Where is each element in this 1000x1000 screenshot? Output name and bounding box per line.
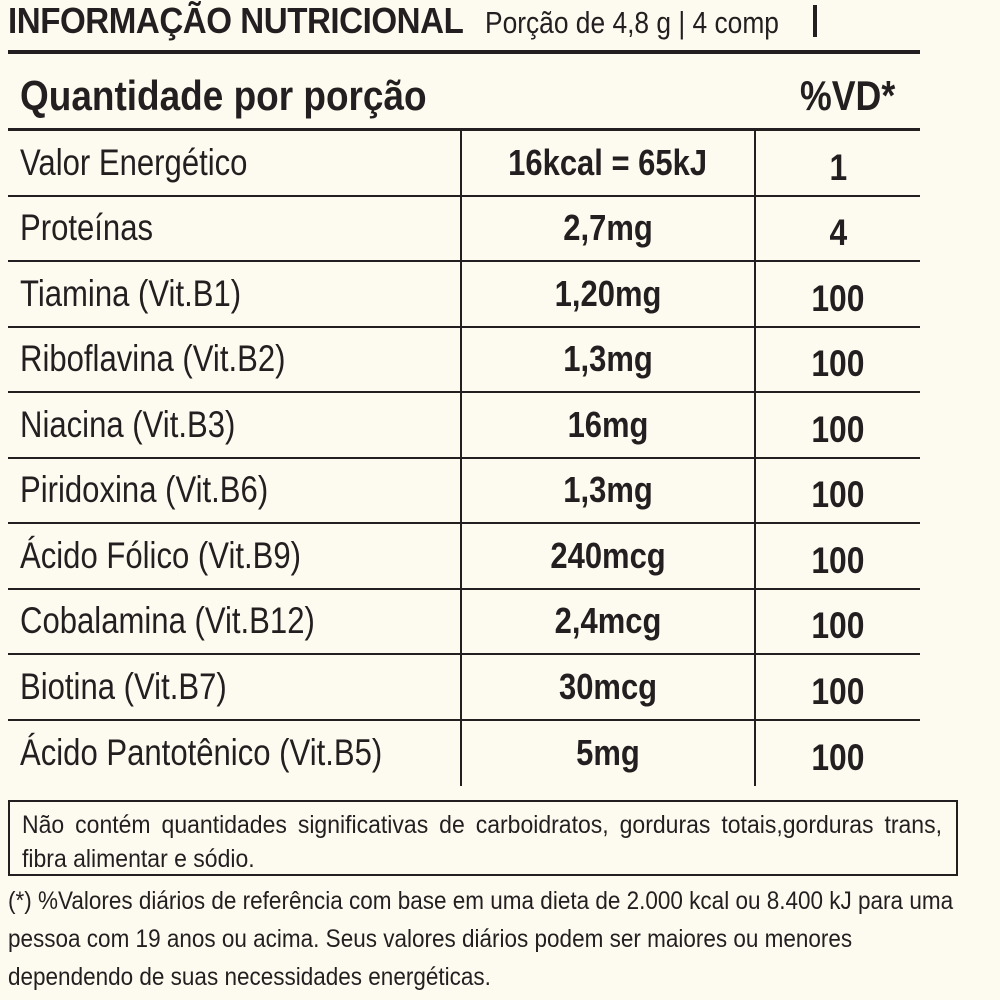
table-row: Riboflavina (Vit.B2) 1,3mg 100: [8, 327, 920, 393]
nutrient-amount: 2,4mcg: [554, 600, 662, 642]
header-divider: [812, 5, 817, 37]
nutrient-vd: 100: [811, 539, 865, 581]
nutrient-vd-cell: 100: [756, 328, 920, 392]
nutrient-vd-cell: 1: [756, 131, 920, 195]
nutrient-vd: 1: [829, 146, 847, 188]
nutrient-name: Valor Energético: [20, 141, 248, 183]
table-row: Valor Energético 16kcal = 65kJ 1: [8, 131, 920, 197]
table-row: Piridoxina (Vit.B6) 1,3mg 100: [8, 458, 920, 524]
nutrient-amount-cell: 5mg: [460, 720, 756, 786]
nutrition-header: INFORMAÇÃO NUTRICIONAL Porção de 4,8 g |…: [8, 0, 920, 54]
table-row: Cobalamina (Vit.B12) 2,4mcg 100: [8, 589, 920, 655]
nutrient-amount-cell: 240mcg: [460, 524, 756, 588]
nutrient-vd: 4: [829, 212, 847, 254]
nutrient-vd-cell: 100: [756, 524, 920, 588]
nutrient-vd: 100: [811, 408, 865, 450]
portion-size: Porção de 4,8 g | 4 comp: [484, 5, 779, 40]
nutrient-name: Ácido Pantotênico (Vit.B5): [20, 732, 383, 774]
nutrient-vd-cell: 100: [756, 459, 920, 523]
table-row: Biotina (Vit.B7) 30mcg 100: [8, 655, 920, 721]
nutrient-amount-cell: 1,3mg: [460, 327, 756, 391]
quantity-header-row: Quantidade por porção %VD*: [8, 56, 920, 131]
nutrient-amount-cell: 16kcal = 65kJ: [460, 131, 756, 195]
nutrient-vd: 100: [811, 605, 865, 647]
table-row: Tiamina (Vit.B1) 1,20mg 100: [8, 262, 920, 328]
nutrient-amount: 1,20mg: [554, 272, 662, 314]
table-row: Ácido Pantotênico (Vit.B5) 5mg 100: [8, 720, 920, 787]
nutrient-vd: 100: [811, 737, 865, 779]
nutrient-amount: 1,3mg: [563, 338, 653, 380]
nutrient-name: Proteínas: [20, 207, 154, 249]
nutrient-name: Biotina (Vit.B7): [20, 665, 227, 707]
nutrient-vd: 100: [811, 474, 865, 516]
note-box: Não contém quantidades significativas de…: [8, 800, 958, 876]
nutrient-name: Cobalamina (Vit.B12): [20, 600, 315, 642]
nutrient-amount: 5mg: [576, 732, 640, 774]
nutrient-vd-cell: 100: [756, 721, 920, 787]
nutrient-amount-cell: 16mg: [460, 393, 756, 457]
nutrient-name: Riboflavina (Vit.B2): [20, 338, 286, 380]
nutrient-amount-cell: 30mcg: [460, 655, 756, 719]
table-row: Niacina (Vit.B3) 16mg 100: [8, 393, 920, 459]
nutrient-vd-cell: 100: [756, 590, 920, 654]
nutrient-amount: 16mg: [567, 403, 649, 445]
nutrient-vd-cell: 4: [756, 197, 920, 261]
note-text: Não contém quantidades significativas de…: [22, 811, 942, 873]
quantity-per-portion-label: Quantidade por porção: [20, 72, 427, 119]
nutrient-name: Piridoxina (Vit.B6): [20, 469, 269, 511]
footnote: (*) %Valores diários de referência com b…: [8, 887, 954, 991]
nutrient-table: Valor Energético 16kcal = 65kJ 1 Proteínas 2…: [8, 131, 920, 786]
nutrient-amount: 16kcal = 65kJ: [508, 141, 708, 183]
table-row: Proteínas 2,7mg 4: [8, 196, 920, 262]
nutrient-name: Niacina (Vit.B3): [20, 403, 236, 445]
nutrient-amount: 1,3mg: [563, 469, 653, 511]
nutrient-amount-cell: 1,20mg: [460, 262, 756, 326]
daily-value-label: %VD*: [800, 72, 896, 119]
table-row: Ácido Fólico (Vit.B9) 240mcg 100: [8, 524, 920, 590]
nutrient-name: Ácido Fólico (Vit.B9): [20, 534, 301, 576]
nutrient-vd-cell: 100: [756, 262, 920, 326]
nutrient-amount-cell: 1,3mg: [460, 458, 756, 522]
nutrient-vd: 100: [811, 670, 865, 712]
nutrient-amount-cell: 2,4mcg: [460, 589, 756, 653]
nutrition-title: INFORMAÇÃO NUTRICIONAL: [8, 0, 464, 41]
nutrient-amount-cell: 2,7mg: [460, 196, 756, 260]
nutrient-vd: 100: [811, 277, 865, 319]
nutrient-amount: 2,7mg: [563, 207, 653, 249]
nutrient-vd: 100: [811, 343, 865, 385]
nutrient-amount: 30mcg: [558, 665, 658, 707]
nutrient-vd-cell: 100: [756, 655, 920, 719]
nutrient-vd-cell: 100: [756, 393, 920, 457]
nutrient-amount: 240mcg: [550, 534, 666, 576]
nutrient-name: Tiamina (Vit.B1): [20, 272, 242, 314]
